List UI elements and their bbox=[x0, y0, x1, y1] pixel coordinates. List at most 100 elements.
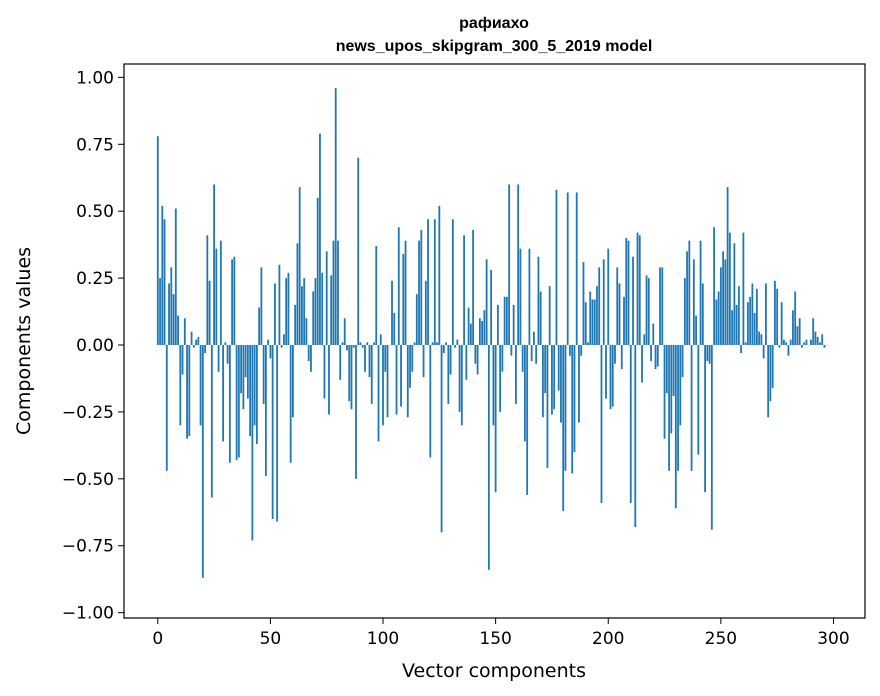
bar-295 bbox=[821, 334, 824, 346]
bar-86 bbox=[350, 345, 353, 410]
bar-123 bbox=[433, 219, 436, 346]
bar-281 bbox=[789, 339, 792, 346]
bar-270 bbox=[765, 283, 767, 346]
bar-198 bbox=[602, 259, 605, 346]
bar-287 bbox=[803, 342, 806, 346]
bar-46 bbox=[260, 267, 263, 346]
bar-45 bbox=[258, 307, 261, 346]
bar-24 bbox=[210, 345, 213, 498]
bar-69 bbox=[312, 291, 315, 346]
bar-292 bbox=[814, 331, 817, 346]
bar-29 bbox=[222, 345, 224, 442]
bar-219 bbox=[650, 345, 652, 362]
bar-208 bbox=[625, 237, 628, 346]
bar-1 bbox=[159, 278, 161, 346]
bar-127 bbox=[442, 345, 445, 354]
bar-140 bbox=[472, 229, 474, 346]
bar-291 bbox=[812, 318, 815, 346]
bar-20 bbox=[201, 345, 204, 578]
y-tick-label: 0.25 bbox=[76, 269, 114, 289]
bar-196 bbox=[598, 267, 601, 346]
bar-63 bbox=[298, 187, 301, 346]
bar-68 bbox=[310, 345, 312, 372]
bar-216 bbox=[643, 334, 646, 346]
bar-269 bbox=[762, 345, 765, 359]
bar-262 bbox=[746, 302, 749, 346]
bar-155 bbox=[505, 296, 508, 346]
y-tick-label: 0.00 bbox=[76, 336, 114, 356]
bar-62 bbox=[296, 243, 299, 346]
bar-236 bbox=[688, 240, 691, 346]
bar-142 bbox=[476, 345, 479, 375]
bar-156 bbox=[508, 184, 511, 346]
bar-152 bbox=[499, 345, 502, 412]
chart-title: рафиахо bbox=[459, 15, 529, 32]
bar-35 bbox=[235, 345, 238, 461]
bar-224 bbox=[661, 267, 664, 346]
bar-160 bbox=[517, 184, 520, 346]
bar-199 bbox=[605, 345, 607, 399]
bar-87 bbox=[352, 345, 355, 348]
bar-268 bbox=[760, 334, 763, 346]
bar-278 bbox=[783, 339, 785, 346]
bar-218 bbox=[647, 278, 650, 346]
bar-245 bbox=[708, 345, 711, 364]
bar-95 bbox=[370, 345, 373, 404]
bar-174 bbox=[548, 286, 551, 346]
bar-263 bbox=[749, 296, 752, 346]
bar-246 bbox=[710, 345, 713, 530]
x-tick-label: 300 bbox=[817, 629, 849, 649]
bar-243 bbox=[704, 345, 706, 493]
bar-204 bbox=[616, 267, 619, 346]
bar-139 bbox=[469, 323, 472, 346]
bar-241 bbox=[699, 240, 702, 346]
bar-223 bbox=[659, 267, 661, 346]
bar-111 bbox=[406, 345, 409, 418]
bar-272 bbox=[769, 345, 772, 402]
bar-134 bbox=[458, 345, 461, 412]
bar-17 bbox=[195, 339, 197, 346]
bar-59 bbox=[289, 345, 292, 463]
bar-80 bbox=[337, 240, 339, 346]
bar-32 bbox=[228, 345, 231, 463]
bar-33 bbox=[231, 259, 234, 346]
x-tick-label: 100 bbox=[367, 629, 399, 649]
chart-subtitle: news_upos_skipgram_300_5_2019 model bbox=[336, 38, 653, 55]
bar-225 bbox=[663, 345, 666, 439]
bar-234 bbox=[683, 278, 686, 346]
bar-296 bbox=[823, 345, 826, 348]
y-tick-label: 0.75 bbox=[76, 135, 114, 155]
bar-164 bbox=[526, 345, 529, 495]
bar-13 bbox=[186, 345, 188, 439]
bar-11 bbox=[181, 345, 184, 375]
bar-250 bbox=[719, 267, 722, 346]
bar-91 bbox=[361, 345, 364, 348]
bar-38 bbox=[242, 345, 245, 410]
bar-110 bbox=[404, 240, 407, 346]
bar-98 bbox=[377, 345, 380, 442]
bar-101 bbox=[384, 345, 387, 372]
bar-235 bbox=[686, 251, 688, 346]
bar-264 bbox=[751, 283, 754, 346]
bar-12 bbox=[183, 318, 186, 346]
bar-135 bbox=[460, 345, 463, 426]
bar-104 bbox=[391, 280, 393, 346]
bar-44 bbox=[255, 345, 258, 445]
bar-203 bbox=[614, 345, 616, 364]
bar-4 bbox=[165, 345, 168, 471]
bar-185 bbox=[573, 345, 576, 453]
bar-72 bbox=[319, 133, 321, 346]
bar-113 bbox=[411, 345, 414, 372]
bar-168 bbox=[535, 345, 538, 364]
bar-3 bbox=[163, 219, 166, 346]
bar-71 bbox=[316, 197, 319, 346]
y-tick-label: 0.50 bbox=[76, 202, 114, 222]
bar-105 bbox=[393, 312, 396, 346]
bar-213 bbox=[636, 232, 639, 346]
bar-182 bbox=[566, 192, 569, 346]
bar-112 bbox=[409, 345, 411, 388]
bar-172 bbox=[544, 345, 547, 394]
bar-130 bbox=[449, 345, 452, 375]
bar-53 bbox=[276, 345, 279, 522]
y-axis-label: Components values bbox=[13, 247, 35, 435]
